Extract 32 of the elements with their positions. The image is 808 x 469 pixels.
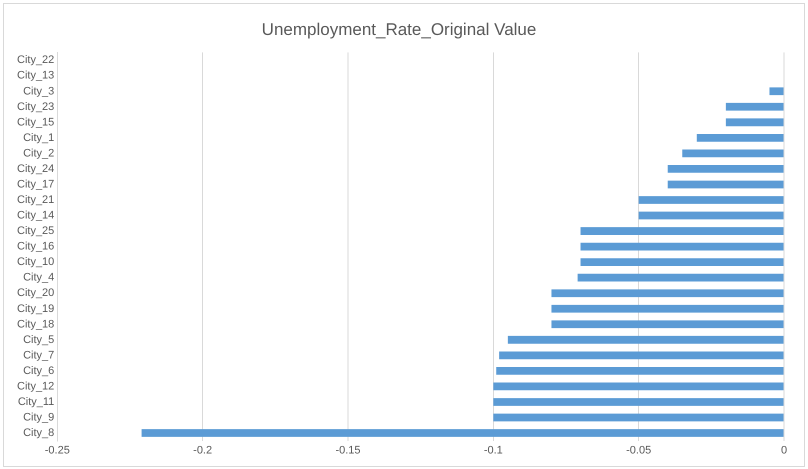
y-tick-label: City_23 <box>17 100 54 113</box>
x-tick-label: -0.25 <box>44 444 70 456</box>
y-tick-label: City_15 <box>17 116 54 128</box>
y-tick-label: City_19 <box>17 302 54 315</box>
y-tick-label: City_16 <box>17 240 54 253</box>
y-tick-label: City_2 <box>23 147 54 160</box>
x-tick-label: -0.2 <box>193 444 212 456</box>
y-tick-label: City_4 <box>23 272 54 284</box>
y-tick-label: City_24 <box>17 162 54 175</box>
x-tick-label: -0.05 <box>626 444 652 456</box>
y-tick-label: City_7 <box>23 349 54 362</box>
y-tick-label: City_8 <box>23 427 54 440</box>
y-tick-label: City_18 <box>17 318 54 330</box>
x-tick-label: -0.15 <box>335 444 361 456</box>
y-tick-label: City_9 <box>23 412 54 424</box>
y-tick-label: City_12 <box>17 380 54 392</box>
y-tick-label: City_6 <box>23 364 54 377</box>
y-tick-label: City_21 <box>17 194 54 206</box>
y-tick-label: City_1 <box>23 132 54 144</box>
y-tick-label: City_5 <box>23 334 54 346</box>
y-tick-label: City_10 <box>17 256 54 268</box>
y-tick-label: City_13 <box>17 70 54 82</box>
y-tick-label: City_11 <box>18 396 54 408</box>
x-tick-label: 0 <box>780 444 788 456</box>
x-tick-label: -0.1 <box>484 444 503 456</box>
y-tick-label: City_3 <box>23 85 54 98</box>
y-tick-label: City_17 <box>17 178 54 190</box>
y-tick-label: City_25 <box>17 225 54 238</box>
y-tick-label: City_22 <box>17 54 54 66</box>
chart-title: Unemployment_Rate_Original Value <box>262 20 536 39</box>
y-tick-label: City_20 <box>17 287 54 300</box>
y-tick-label: City_14 <box>17 210 54 222</box>
